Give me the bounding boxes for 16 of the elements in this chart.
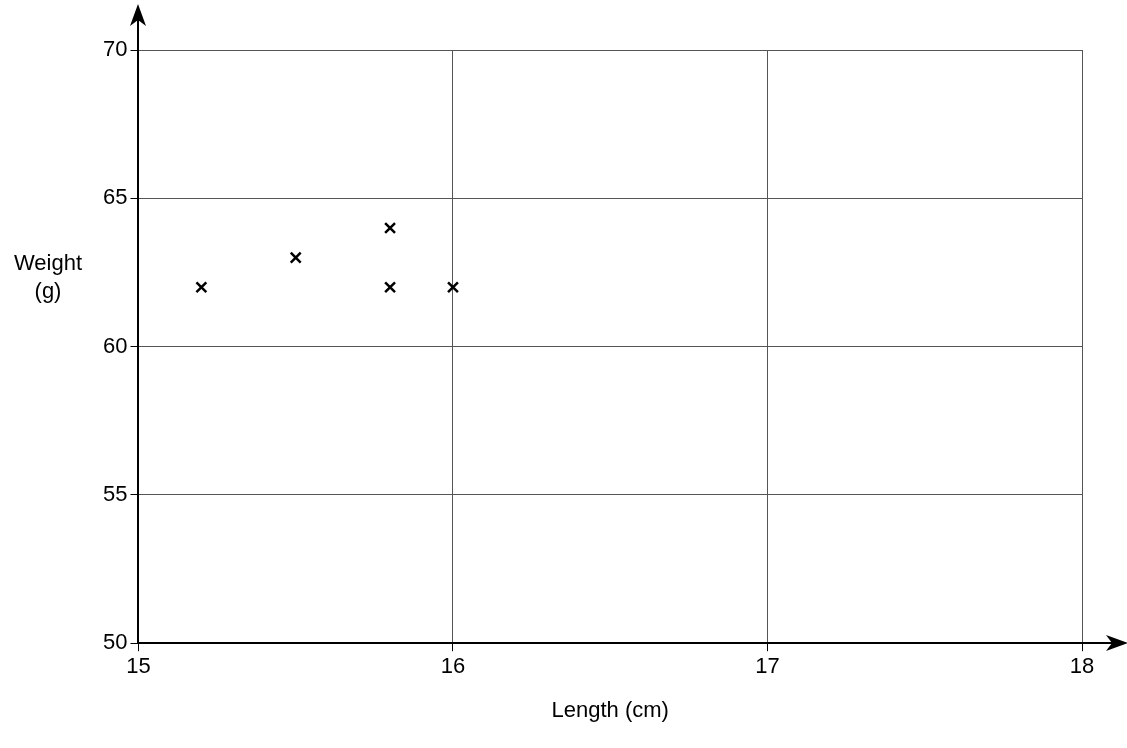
- x-axis-title: Length (cm): [551, 696, 669, 722]
- point: [195, 281, 208, 294]
- y-axis-title: Weight (g): [13, 249, 83, 303]
- y-tick-label: 60: [102, 332, 128, 358]
- point: [446, 281, 460, 294]
- y-tick-label: 55: [102, 480, 128, 506]
- x-tick-label: 16: [440, 653, 466, 679]
- point: [383, 221, 397, 235]
- x-tick-label: 15: [126, 653, 151, 679]
- x-tick-label: 17: [755, 653, 780, 679]
- x-tick-label: 18: [1069, 653, 1095, 679]
- point: [289, 251, 302, 264]
- point: [383, 281, 397, 294]
- y-tick-label: 65: [102, 184, 128, 210]
- y-tick-label: 50: [102, 629, 128, 655]
- y-tick-label: 70: [102, 36, 128, 62]
